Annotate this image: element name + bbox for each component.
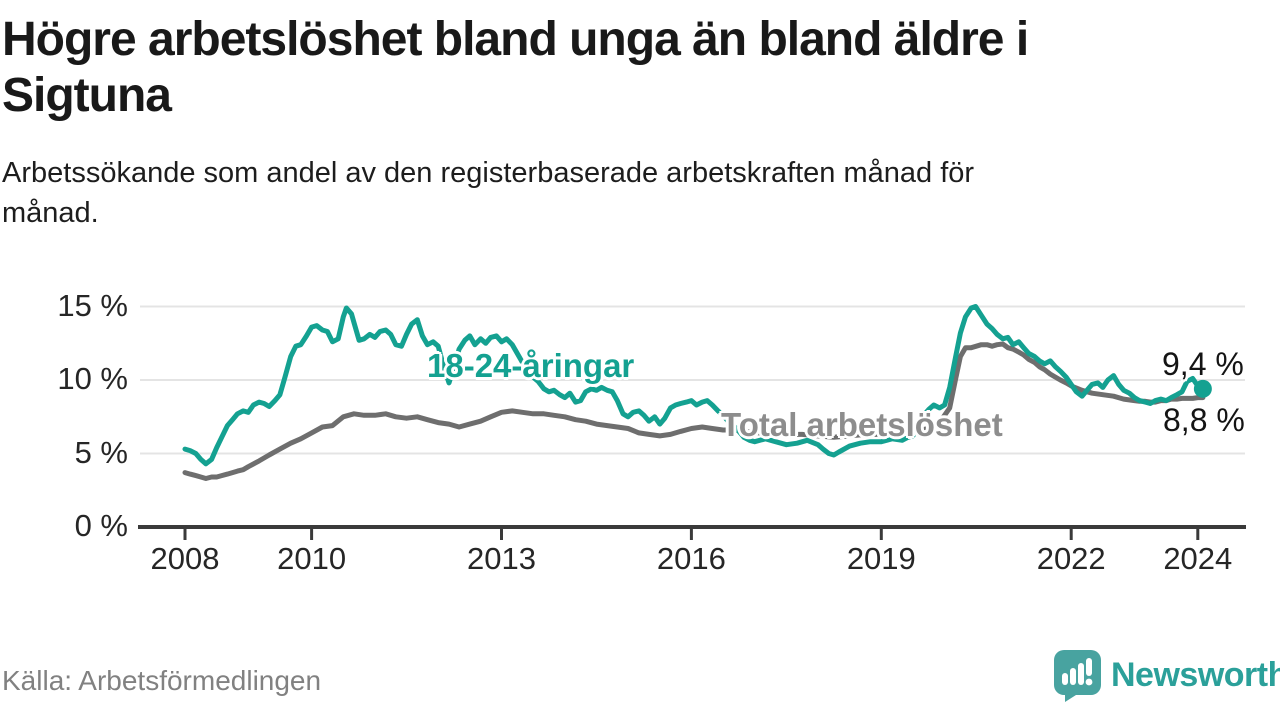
newsworthy-logo: Newsworthy: [1054, 650, 1280, 702]
newsworthy-icon: [1054, 650, 1101, 702]
y-axis-tick-label: 0 %: [74, 508, 128, 543]
x-axis-tick-label: 2010: [277, 541, 347, 576]
x-axis-tick-label: 2013: [467, 541, 536, 576]
end-value-youth: 9,4 %: [1162, 346, 1244, 382]
x-axis-tick-label: 2019: [846, 541, 916, 576]
series-label-total: Total arbetslöshet: [721, 406, 1003, 443]
page-title: Högre arbetslöshet bland unga än bland ä…: [2, 13, 1029, 123]
x-axis-tick-label: 2016: [656, 541, 726, 576]
page-subtitle: Arbetssökande som andel av den registerb…: [2, 157, 975, 230]
y-axis-tick-label: 15 %: [57, 287, 128, 323]
series-label-youth: 18-24-åringar: [427, 347, 635, 384]
y-axis-tick-label: 10 %: [57, 361, 128, 396]
end-value-total: 8,8 %: [1163, 402, 1245, 438]
x-axis-tick-label: 2022: [1036, 541, 1106, 576]
x-axis-tick-label: 2024: [1163, 541, 1233, 576]
newsworthy-wordmark: Newsworthy: [1111, 656, 1280, 694]
x-axis-tick-label: 2008: [150, 541, 220, 576]
source-caption: Källa: Arbetsförmedlingen: [2, 665, 322, 696]
y-axis-tick-label: 5 %: [74, 434, 128, 470]
